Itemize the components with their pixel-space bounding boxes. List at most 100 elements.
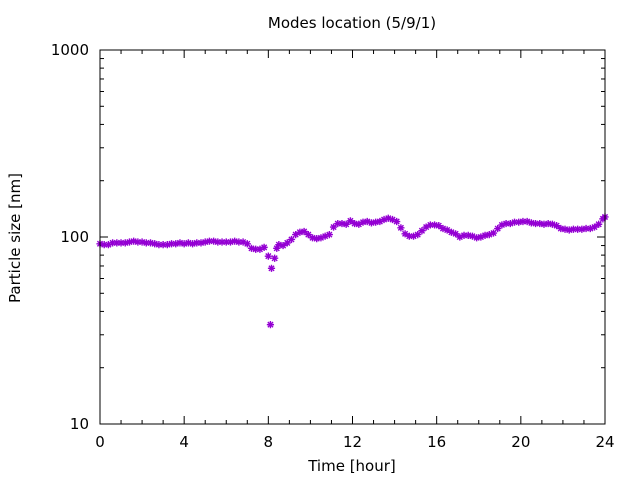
data-point bbox=[308, 234, 317, 242]
data-point bbox=[590, 223, 599, 231]
data-point bbox=[125, 238, 134, 246]
data-point bbox=[372, 218, 380, 226]
y-tick-label: 100 bbox=[60, 228, 89, 246]
data-point bbox=[275, 241, 283, 249]
data-point bbox=[523, 217, 531, 226]
data-point bbox=[329, 223, 338, 231]
data-point bbox=[210, 237, 218, 245]
data-point bbox=[506, 219, 514, 228]
data-point bbox=[159, 241, 167, 249]
data-point bbox=[561, 225, 569, 233]
data-point bbox=[300, 227, 308, 236]
data-point bbox=[243, 240, 251, 248]
data-point bbox=[494, 224, 502, 233]
data-point bbox=[401, 230, 409, 238]
data-point bbox=[205, 237, 214, 245]
y-tick-label: 1000 bbox=[51, 41, 89, 59]
x-tick-label: 24 bbox=[595, 433, 614, 451]
data-point bbox=[172, 240, 180, 248]
data-point bbox=[430, 221, 439, 229]
data-point bbox=[498, 221, 506, 229]
data-point bbox=[477, 233, 485, 241]
data-point bbox=[435, 222, 443, 230]
data-point bbox=[363, 217, 371, 226]
data-point bbox=[342, 220, 350, 228]
data-point bbox=[443, 226, 451, 234]
data-point bbox=[536, 219, 544, 228]
y-tick-label: 10 bbox=[70, 415, 89, 433]
data-points-layer bbox=[96, 213, 609, 329]
data-point bbox=[388, 215, 397, 224]
x-tick-label: 16 bbox=[427, 433, 446, 451]
data-point bbox=[264, 252, 272, 260]
data-point bbox=[256, 245, 264, 253]
data-point bbox=[260, 243, 268, 251]
data-point bbox=[218, 238, 226, 246]
data-point bbox=[104, 241, 113, 249]
data-point bbox=[489, 229, 498, 237]
data-point bbox=[515, 218, 523, 226]
y-axis-title: Particle size [nm] bbox=[6, 173, 24, 303]
data-point bbox=[405, 232, 413, 240]
data-point bbox=[226, 238, 235, 246]
data-point bbox=[338, 219, 346, 228]
data-point bbox=[235, 238, 243, 246]
x-tick-label: 0 bbox=[95, 433, 105, 451]
data-point bbox=[151, 240, 159, 248]
data-point bbox=[317, 234, 325, 242]
data-point bbox=[279, 241, 287, 250]
data-point bbox=[117, 239, 125, 247]
data-point bbox=[167, 240, 176, 248]
data-point bbox=[582, 224, 590, 233]
data-point bbox=[201, 238, 209, 246]
data-point bbox=[578, 225, 586, 233]
data-point bbox=[351, 219, 359, 228]
x-tick-label: 4 bbox=[179, 433, 189, 451]
data-point bbox=[247, 244, 256, 252]
data-point bbox=[553, 222, 561, 230]
data-point bbox=[548, 220, 556, 228]
data-point bbox=[113, 239, 121, 247]
data-point bbox=[531, 219, 540, 228]
data-point bbox=[273, 244, 281, 252]
x-tick-label: 8 bbox=[264, 433, 274, 451]
data-point bbox=[502, 219, 510, 228]
data-point bbox=[188, 240, 197, 248]
data-point bbox=[100, 241, 108, 249]
data-point bbox=[180, 240, 188, 248]
data-point bbox=[231, 237, 239, 245]
data-point bbox=[414, 230, 422, 239]
x-tick-label: 12 bbox=[343, 433, 362, 451]
data-point bbox=[109, 239, 117, 247]
data-point bbox=[222, 238, 230, 246]
data-point bbox=[283, 239, 291, 247]
data-point bbox=[355, 220, 363, 228]
tick-labels-layer: 0 4 8 12 16 20 24 10 100 1000 bbox=[51, 41, 615, 451]
data-point bbox=[456, 233, 464, 241]
data-point bbox=[464, 231, 472, 239]
data-point bbox=[346, 217, 354, 225]
data-point bbox=[292, 230, 300, 239]
data-point bbox=[287, 235, 296, 244]
data-point bbox=[519, 217, 527, 226]
data-point bbox=[485, 230, 493, 239]
data-point bbox=[452, 230, 460, 238]
data-point bbox=[569, 225, 578, 233]
data-point bbox=[460, 231, 468, 239]
data-point bbox=[146, 239, 155, 247]
plot-frame bbox=[99, 49, 606, 425]
data-point bbox=[334, 219, 342, 228]
data-point bbox=[418, 227, 426, 235]
data-point bbox=[367, 219, 376, 227]
data-point bbox=[271, 254, 279, 262]
data-point bbox=[321, 232, 329, 240]
data-point bbox=[184, 239, 192, 247]
data-point bbox=[296, 228, 304, 236]
data-point bbox=[313, 235, 321, 243]
data-point bbox=[422, 223, 430, 231]
data-point bbox=[426, 221, 434, 229]
data-point bbox=[384, 214, 392, 222]
data-point bbox=[574, 225, 582, 233]
